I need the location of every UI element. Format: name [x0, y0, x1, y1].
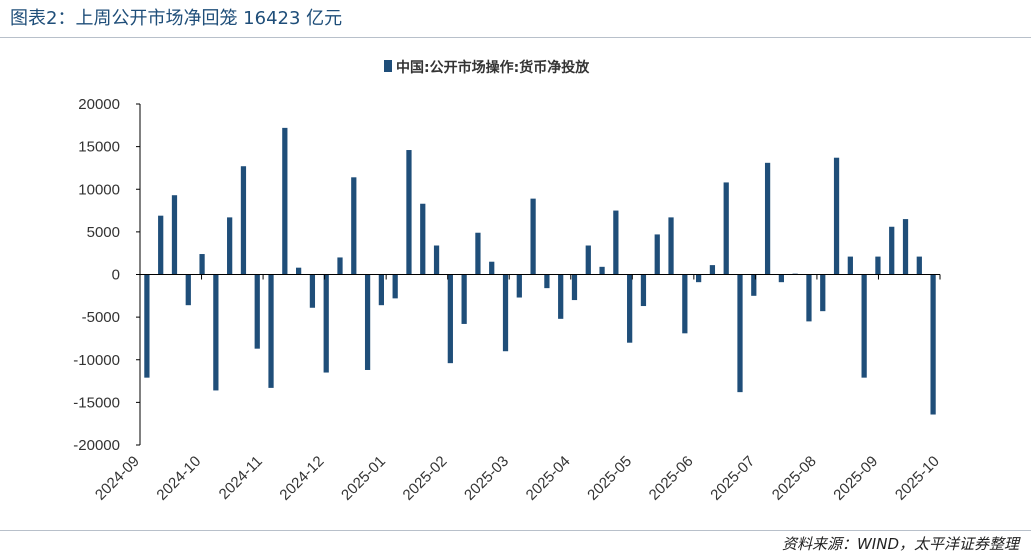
legend-swatch: [384, 60, 392, 72]
y-tick-label: -20000: [73, 437, 120, 454]
bar: [723, 182, 729, 275]
bar: [889, 226, 895, 275]
bar: [378, 274, 384, 306]
bar: [709, 265, 716, 275]
x-tick-label: 2025-09: [830, 453, 881, 504]
x-tick-label: 2024-09: [92, 453, 143, 504]
bar: [544, 274, 550, 289]
bar: [599, 266, 605, 275]
y-tick-label: -10000: [73, 352, 120, 369]
x-tick-label: 2025-04: [523, 453, 574, 504]
x-tick-label: 2024-11: [216, 453, 266, 503]
bar: [737, 274, 743, 393]
y-tick-label: 10000: [78, 181, 120, 198]
figure-title: 图表2：上周公开市场净回笼 16423 亿元: [10, 8, 343, 29]
y-axis-ticks: 20000 15000 10000 5000 0 -5000 -10000 -15000 -20…: [73, 96, 140, 454]
y-tick-label: -5000: [82, 309, 120, 326]
bars: [144, 127, 936, 415]
bar: [420, 203, 426, 275]
x-tick-label: 2025-01: [338, 453, 389, 504]
bar: [364, 274, 371, 370]
bar: [502, 274, 509, 352]
x-tick-label: 2025-03: [461, 453, 512, 504]
x-tick-label: 2025-06: [646, 453, 697, 504]
bar: [282, 127, 288, 275]
bar: [627, 274, 633, 343]
bar: [406, 150, 412, 275]
bar: [833, 157, 840, 275]
bar: [585, 245, 591, 275]
bar: [902, 219, 909, 275]
bar: [171, 195, 178, 275]
bar: [654, 234, 660, 275]
bar: [696, 274, 702, 283]
bar: [337, 257, 343, 275]
x-tick-label: 2025-02: [400, 453, 451, 504]
bar: [199, 254, 205, 275]
bar: [930, 274, 936, 415]
bar: [916, 256, 922, 275]
top-divider: [0, 37, 1031, 38]
bar: [558, 274, 564, 319]
y-tick-label: 5000: [87, 224, 120, 241]
y-tick-label: 0: [112, 267, 120, 284]
bar: [668, 217, 674, 275]
bar: [530, 198, 536, 275]
bar: [806, 274, 812, 322]
y-tick-label: 20000: [78, 96, 120, 113]
legend: 中国:公开市场操作:货币净投放: [384, 59, 590, 76]
bar: [158, 215, 164, 275]
bar: [682, 274, 688, 334]
bar: [613, 210, 619, 275]
bar: [392, 274, 398, 299]
bar: [875, 256, 881, 275]
bar: [144, 274, 150, 378]
legend-label: 中国:公开市场操作:货币净投放: [396, 59, 590, 76]
x-tick-label: 2024-10: [153, 453, 204, 504]
x-tick-label: 2025-05: [584, 453, 635, 504]
bar: [268, 274, 274, 388]
bar: [351, 177, 357, 275]
x-tick-label: 2025-08: [769, 453, 820, 504]
bar: [227, 217, 233, 275]
bar: [571, 274, 578, 301]
bar: [778, 274, 784, 283]
bar: [240, 166, 247, 275]
bar: [213, 274, 219, 391]
bar: [820, 274, 826, 312]
bottom-divider: [0, 530, 1031, 531]
bar-chart: 中国:公开市场操作:货币净投放 20000 15000 10000 5000 0 -500…: [73, 59, 943, 504]
bar: [254, 274, 260, 349]
bar: [296, 267, 302, 275]
bar: [433, 245, 440, 275]
x-tick-label: 2025-10: [892, 453, 943, 504]
bar: [185, 274, 191, 306]
bar: [489, 261, 495, 275]
bar: [751, 274, 757, 296]
x-tick-label: 2025-07: [707, 453, 758, 504]
bar: [861, 274, 867, 378]
bar: [764, 162, 771, 275]
bar: [516, 274, 522, 298]
bar: [640, 274, 647, 307]
x-tick-label: 2024-12: [276, 453, 327, 504]
bar: [461, 274, 467, 324]
x-axis-ticks: 2024-09 2024-10 2024-11 2024-12 2025-01 2025-…: [92, 274, 943, 504]
source-note: 资料来源：WIND，太平洋证券整理: [781, 535, 1019, 553]
y-tick-label: 15000: [78, 139, 120, 156]
bar: [309, 274, 316, 308]
bar: [447, 274, 453, 364]
bar: [323, 274, 329, 373]
y-tick-label: -15000: [73, 394, 120, 411]
bar: [847, 256, 853, 275]
bar: [475, 232, 481, 275]
